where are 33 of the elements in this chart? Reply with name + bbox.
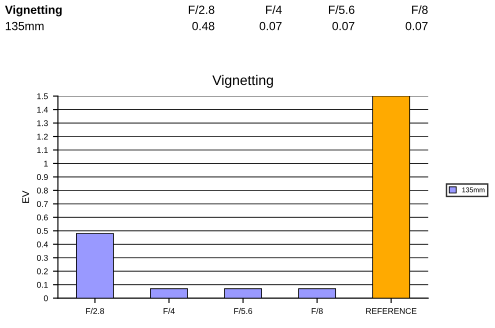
text: Vignetting: [5, 5, 62, 16]
y-tick-label: 1.1: [37, 147, 48, 154]
y-tick-label: 0.2: [36, 268, 48, 274]
x-tick-label: REFERENCE: [366, 308, 416, 314]
chart-title: Vignetting: [212, 74, 273, 88]
y-tick-label: 0.4: [36, 241, 48, 248]
y-tick-label: 0.5: [36, 228, 48, 234]
x-tick-label: F/8: [312, 308, 323, 314]
y-tick-label: 0.7: [36, 201, 48, 207]
text: 0.07: [406, 22, 428, 30]
x-tick-label: F/5.6: [234, 308, 252, 314]
y-tick-label: 0.6: [36, 214, 48, 220]
text: F/8: [412, 5, 428, 14]
y-tick-label: 0: [44, 295, 48, 302]
y-tick-label: 0.3: [36, 254, 48, 261]
x-tick-label: F/2.8: [86, 308, 104, 314]
y-tick-label: 0.1: [36, 282, 48, 288]
y-tick-label: 1.4: [37, 106, 48, 113]
y-tick-label: 1.5: [37, 93, 48, 100]
text: F/5.6: [328, 5, 354, 14]
x-tick-label: F/4: [164, 308, 175, 314]
y-axis-title: EV: [22, 190, 30, 203]
text: F/4: [266, 5, 282, 14]
text: 0.07: [332, 22, 354, 30]
y-tick-label: 1.2: [37, 134, 48, 140]
y-tick-label: 1.3: [37, 120, 48, 126]
y-tick-label: 0.9: [36, 174, 48, 180]
y-tick-label: 0.8: [36, 188, 48, 194]
text: F/2.8: [188, 5, 214, 14]
text: 0.48: [192, 22, 214, 30]
y-tick-label: 1: [44, 160, 48, 166]
text: 0.07: [260, 22, 282, 30]
text: 135mm: [6, 22, 44, 30]
